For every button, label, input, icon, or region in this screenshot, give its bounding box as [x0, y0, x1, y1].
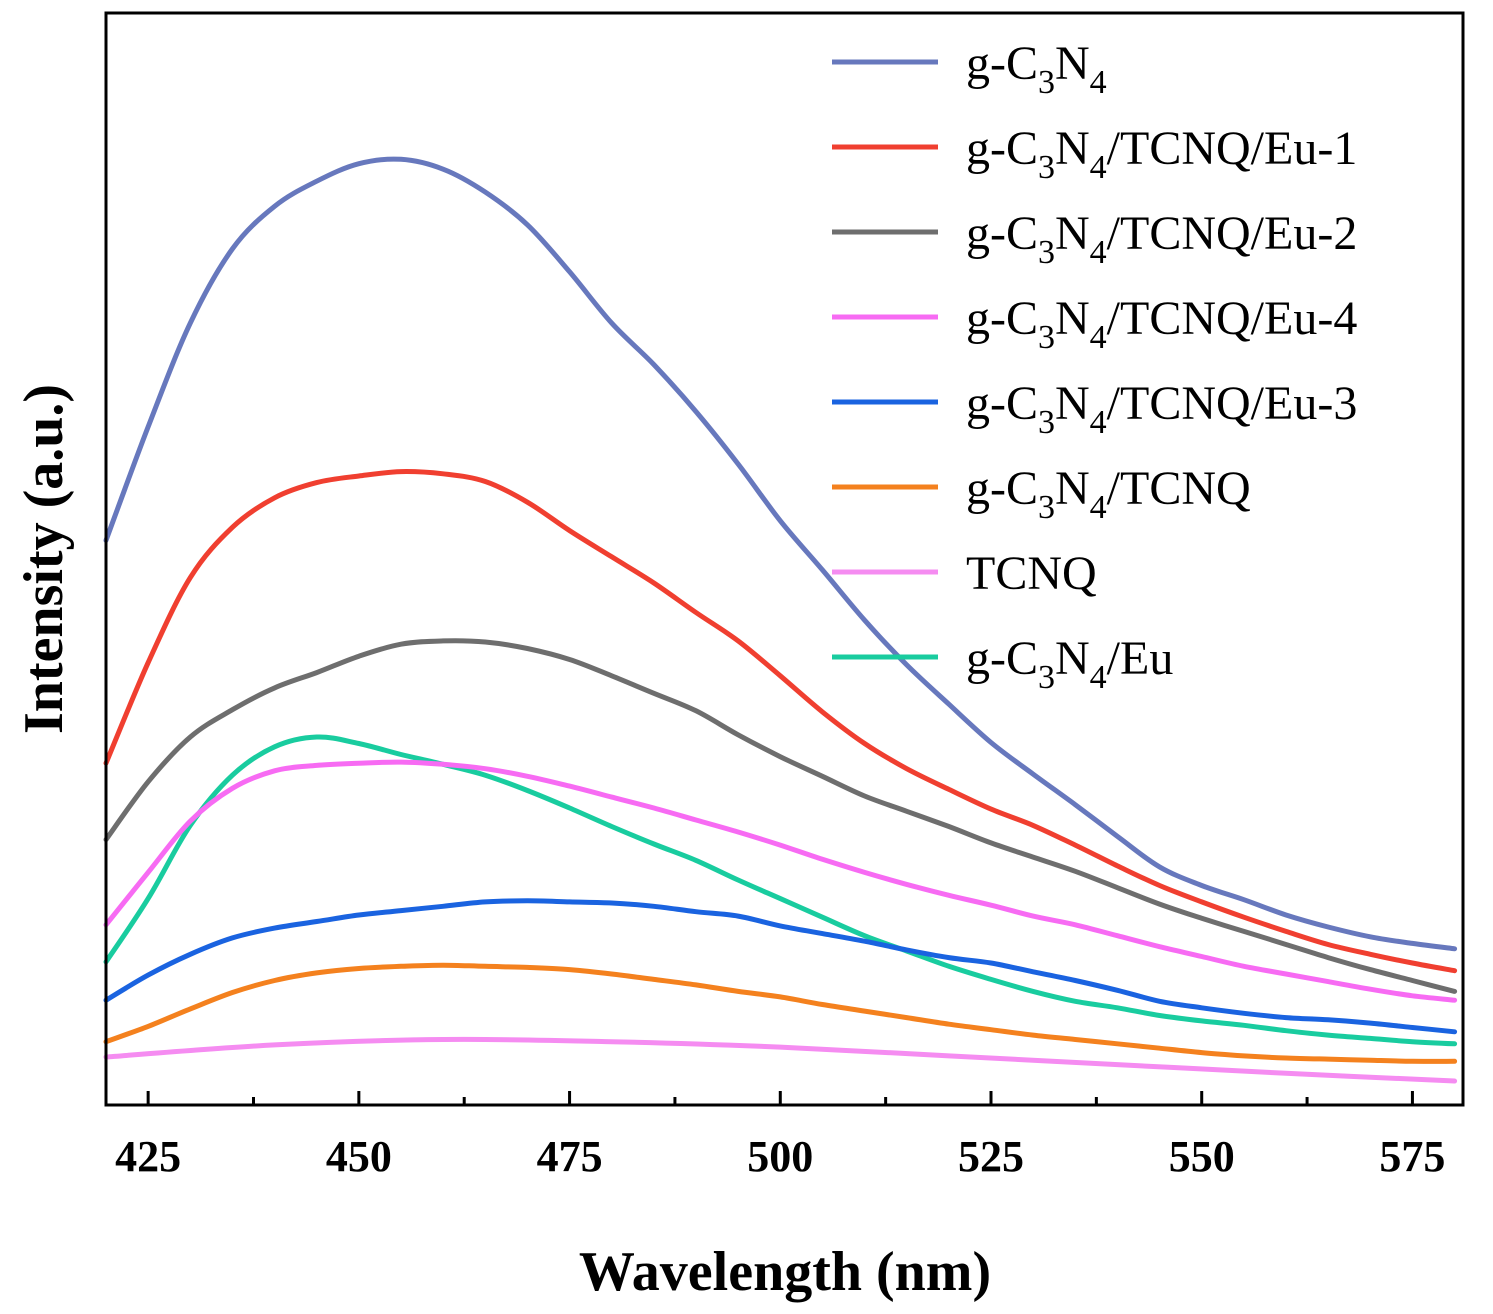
series-layer — [103, 156, 1458, 1084]
legend-label: g-C3N4/TCNQ/Eu-3 — [966, 377, 1357, 441]
plot-frame — [104, 11, 1465, 1107]
legend-item: g-C3N4/TCNQ — [832, 462, 1251, 526]
series-line-g-c3n4-tcnq-eu-2 — [103, 638, 1458, 994]
legend-item: g-C3N4/TCNQ/Eu-2 — [832, 207, 1357, 271]
x-tick-label: 525 — [958, 1132, 1024, 1181]
series-line-g-c3n4-tcnq-eu-3 — [103, 898, 1458, 1035]
legend-label: g-C3N4/TCNQ/Eu-2 — [966, 207, 1357, 271]
legend-item: g-C3N4 — [832, 37, 1107, 101]
series-line-g-c3n4-eu — [103, 734, 1458, 1047]
legend-label: g-C3N4/TCNQ — [966, 462, 1251, 526]
legend-item: g-C3N4/Eu — [832, 632, 1173, 696]
x-tick-label: 475 — [537, 1132, 603, 1181]
series-line-g-c3n4-tcnq-eu-4 — [103, 759, 1458, 1003]
x-tick-label: 450 — [326, 1132, 392, 1181]
legend-label: TCNQ — [966, 547, 1097, 600]
legend: g-C3N4 g-C3N4/TCNQ/Eu-1 g-C3N4/TCNQ/Eu-2 g-… — [832, 37, 1357, 696]
x-tick-label: 500 — [747, 1132, 813, 1181]
series-line-g-c3n4-tcnq — [103, 962, 1458, 1064]
legend-label: g-C3N4 — [966, 37, 1107, 101]
series-line-tcnq — [103, 1036, 1458, 1084]
legend-label: g-C3N4/TCNQ/Eu-1 — [966, 122, 1357, 186]
y-axis-title: Intensity (a.u.) — [13, 384, 75, 734]
x-axis-ticks: 425 450 475 500 525 550 575 — [115, 1091, 1445, 1181]
x-tick-label: 575 — [1379, 1132, 1445, 1181]
legend-item: g-C3N4/TCNQ/Eu-4 — [832, 292, 1357, 356]
legend-item: g-C3N4/TCNQ/Eu-3 — [832, 377, 1357, 441]
legend-item: g-C3N4/TCNQ/Eu-1 — [832, 122, 1357, 186]
x-tick-label: 550 — [1169, 1132, 1235, 1181]
series-line-g-c3n4-tcnq-eu-1 — [103, 469, 1458, 974]
legend-label: g-C3N4/Eu — [966, 632, 1173, 696]
x-axis-title: Wavelength (nm) — [579, 1241, 991, 1303]
series-line-g-c3n4 — [103, 156, 1458, 952]
x-tick-label: 425 — [115, 1132, 181, 1181]
legend-item: TCNQ — [832, 547, 1097, 600]
legend-label: g-C3N4/TCNQ/Eu-4 — [966, 292, 1357, 356]
